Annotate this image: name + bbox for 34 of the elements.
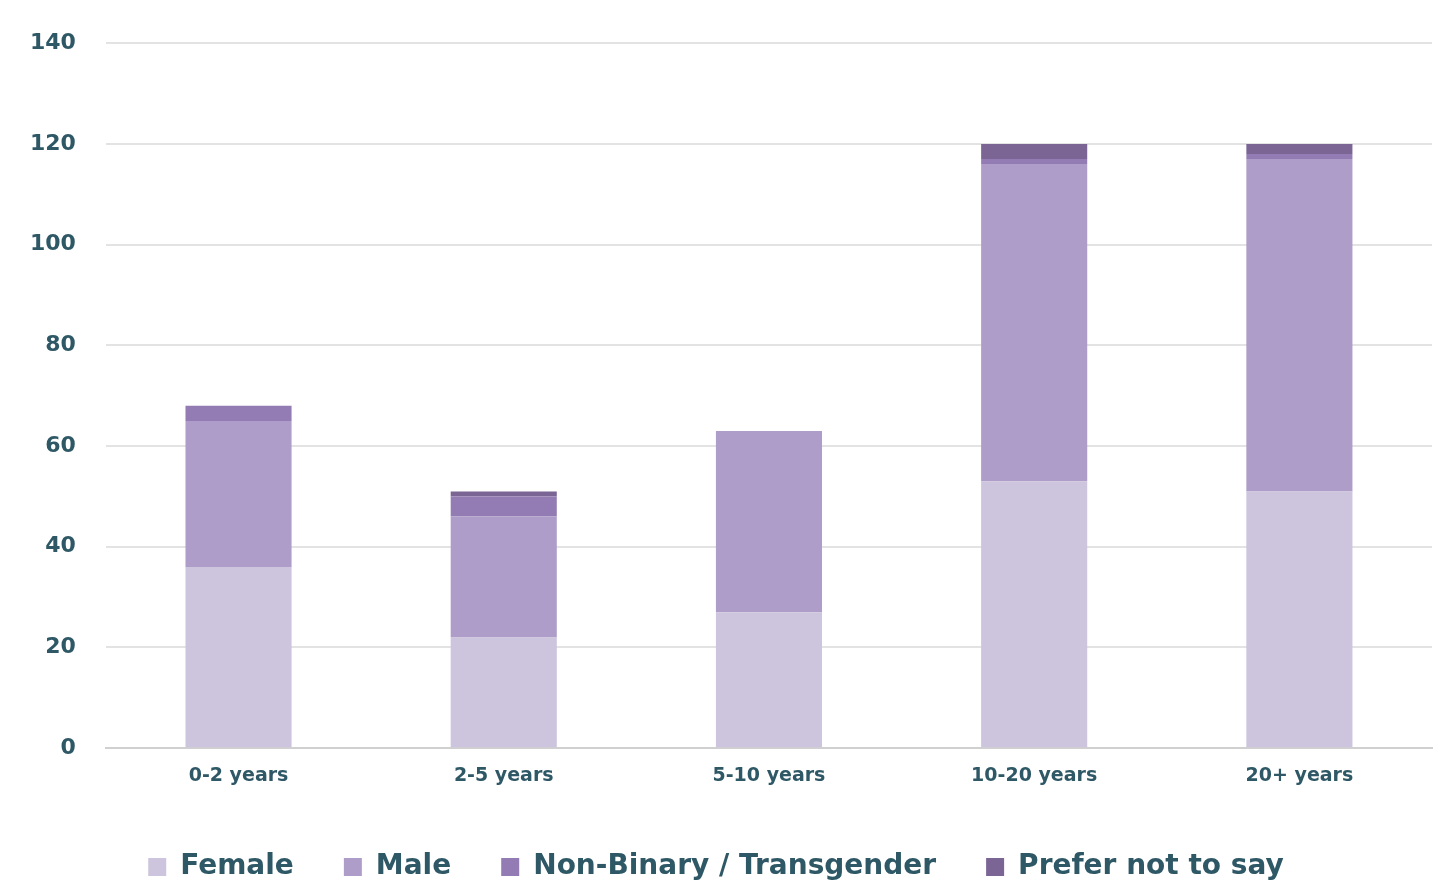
bar — [981, 143, 1088, 160]
y-tick-label: 120 — [29, 129, 76, 155]
x-tick-label: 10-20 years — [971, 762, 1098, 785]
y-tick-label: 80 — [45, 331, 76, 357]
bar — [185, 566, 292, 748]
y-tick-label: 40 — [45, 532, 76, 558]
bar — [715, 612, 823, 748]
bar — [450, 516, 557, 638]
legend-label: Female — [180, 848, 294, 882]
y-tick-label: 100 — [29, 230, 76, 256]
bar — [185, 420, 292, 567]
x-tick-label: 20+ years — [1245, 762, 1354, 785]
bar — [450, 491, 557, 497]
bar — [1246, 143, 1353, 154]
bar — [981, 481, 1088, 748]
bar — [450, 496, 557, 517]
bar — [715, 430, 823, 613]
bar — [1246, 159, 1353, 492]
legend-label: Male — [375, 848, 452, 882]
y-tick-label: 140 — [29, 28, 76, 54]
x-tick-label: 5-10 years — [712, 762, 826, 785]
bar — [1246, 153, 1353, 160]
y-tick-label: 0 — [60, 733, 76, 759]
bar — [981, 164, 1088, 482]
bar — [450, 637, 557, 748]
y-tick-label: 20 — [45, 633, 76, 659]
x-tick-label: 2-5 years — [453, 762, 554, 785]
bar — [185, 405, 292, 421]
legend-label: Prefer not to say — [1018, 848, 1284, 882]
y-tick-label: 60 — [45, 431, 76, 457]
x-tick-label: 0-2 years — [188, 762, 289, 785]
bar — [981, 159, 1088, 165]
bar — [1246, 491, 1353, 748]
legend-label: Non-Binary / Transgender — [533, 848, 937, 882]
